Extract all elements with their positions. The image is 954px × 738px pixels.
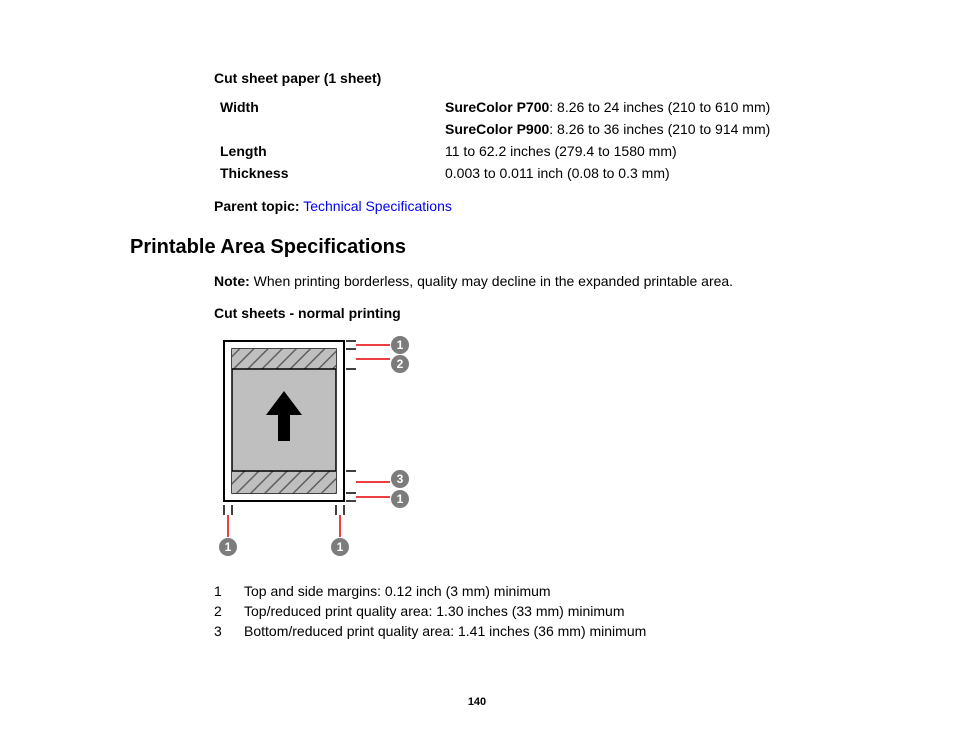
printable-area-heading: Printable Area Specifications <box>130 236 824 259</box>
parent-topic-line: Parent topic: Technical Specifications <box>214 198 824 214</box>
note-bold: Note: <box>214 273 250 289</box>
note-rest: When printing borderless, quality may de… <box>250 273 733 289</box>
legend-num-3: 3 <box>214 623 244 639</box>
svg-text:1: 1 <box>397 338 404 352</box>
width-val-p700: SureColor P700: 8.26 to 24 inches (210 t… <box>445 96 770 118</box>
cut-sheet-heading: Cut sheet paper (1 sheet) <box>214 70 824 86</box>
width-val-p900: SureColor P900: 8.26 to 36 inches (210 t… <box>445 118 770 140</box>
cut-sheets-subheading: Cut sheets - normal printing <box>214 305 824 321</box>
page-number: 140 <box>0 696 954 708</box>
legend-text-3: Bottom/reduced print quality area: 1.41 … <box>244 623 646 639</box>
p900-rest: : 8.26 to 36 inches (210 to 914 mm) <box>549 121 770 137</box>
thick-val: 0.003 to 0.011 inch (0.08 to 0.3 mm) <box>445 162 770 184</box>
svg-text:1: 1 <box>337 540 344 554</box>
legend-text-1: Top and side margins: 0.12 inch (3 mm) m… <box>244 583 551 599</box>
length-val: 11 to 62.2 inches (279.4 to 1580 mm) <box>445 140 770 162</box>
thick-key: Thickness <box>214 162 445 184</box>
p900-bold: SureColor P900 <box>445 121 549 137</box>
note-line: Note: When printing borderless, quality … <box>214 273 824 289</box>
legend-text-2: Top/reduced print quality area: 1.30 inc… <box>244 603 625 619</box>
legend-num-2: 2 <box>214 603 244 619</box>
svg-text:3: 3 <box>397 472 404 486</box>
spec-table: Width SureColor P700: 8.26 to 24 inches … <box>214 96 770 184</box>
svg-text:1: 1 <box>225 540 232 554</box>
legend-num-1: 1 <box>214 583 244 599</box>
parent-label: Parent topic: <box>214 198 300 214</box>
p700-rest: : 8.26 to 24 inches (210 to 610 mm) <box>549 99 770 115</box>
svg-text:2: 2 <box>397 357 404 371</box>
printable-area-diagram: 1 2 3 1 <box>214 331 824 561</box>
legend: 1 Top and side margins: 0.12 inch (3 mm)… <box>214 583 824 639</box>
p700-bold: SureColor P700 <box>445 99 549 115</box>
parent-link[interactable]: Technical Specifications <box>303 198 452 214</box>
svg-text:1: 1 <box>397 492 404 506</box>
length-key: Length <box>214 140 445 162</box>
width-key: Width <box>214 96 445 118</box>
